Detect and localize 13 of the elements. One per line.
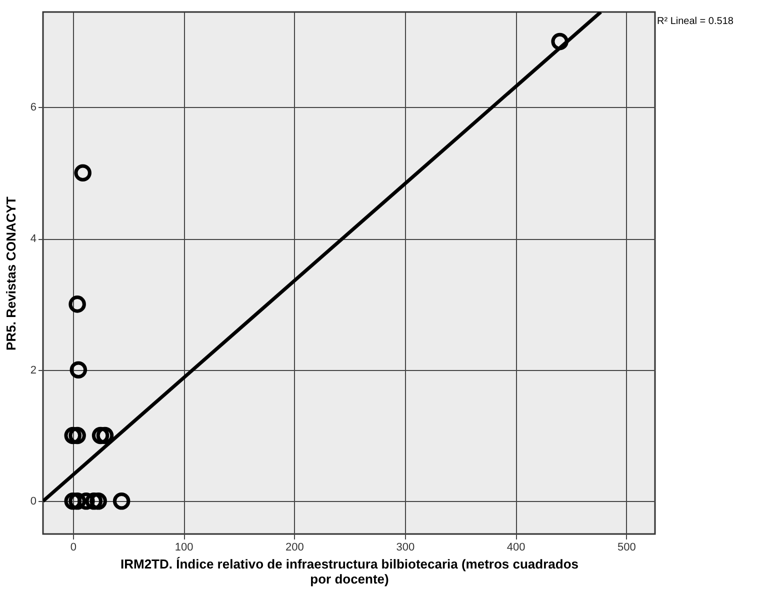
x-tick-label: 300 — [396, 542, 415, 554]
x-tick-label: 500 — [618, 542, 636, 554]
y-tick-label: 0 — [30, 496, 36, 508]
x-axis-title: IRM2TD. Índice relativo de infraestructura bilbiotecaria (metros cuadrados por docente) — [120, 556, 579, 586]
x-tick-label: 0 — [70, 542, 76, 554]
y-tick-label: 4 — [30, 233, 36, 246]
x-tick-label: 200 — [286, 542, 304, 554]
y-tick-label: 6 — [30, 102, 36, 114]
x-tick-label: 100 — [174, 542, 194, 554]
y-axis-title: PR5. Revistas CONACYT — [3, 196, 18, 350]
x-tick-label: 400 — [506, 542, 526, 554]
text: R² Lineal = 0.518 — [657, 16, 734, 27]
y-tick-label: 2 — [30, 364, 36, 376]
